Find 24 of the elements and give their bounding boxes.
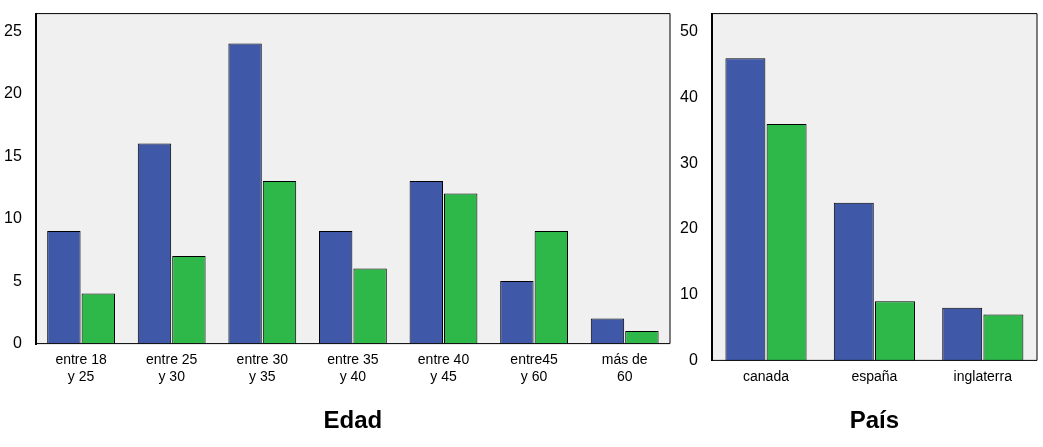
y-tick-label: 0 [688,350,698,368]
y-tick-label: 20 [4,84,22,102]
x-tick-label: entre 40 y 45 [417,350,470,384]
y-tick-label: 15 [4,146,22,164]
x-tick-label: inglaterra [953,367,1013,384]
x-tick-label: entre 30 y 35 [236,350,289,384]
y-tick-label: 10 [680,285,698,303]
x-tick-label: más de 60 [601,350,648,384]
x-axis-title: País [849,406,900,434]
x-tick-label: entre 18 y 25 [55,350,107,384]
y-tick-label: 25 [4,21,22,39]
y-tick-label: 20 [680,219,698,237]
x-axis-title: Edad [323,406,383,434]
y-tick-label: 0 [12,334,22,352]
y-tick-label: 10 [4,209,22,227]
x-tick-label: entre 35 y 40 [327,350,379,384]
x-tick-label: canada [743,367,790,384]
x-tick-label: entre45 y 60 [510,350,559,384]
y-tick-label: 50 [680,22,698,40]
x-tick-label: españa [851,367,898,384]
y-tick-label: 5 [12,271,22,289]
y-tick-label: 40 [680,88,698,106]
y-tick-label: 30 [680,153,698,171]
x-tick-label: entre 25 y 30 [146,350,198,384]
